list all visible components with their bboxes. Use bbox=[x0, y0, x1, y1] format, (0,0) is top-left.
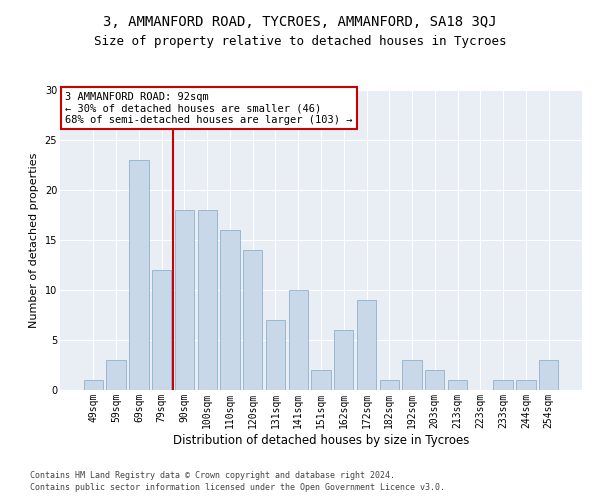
Text: Contains public sector information licensed under the Open Government Licence v3: Contains public sector information licen… bbox=[30, 484, 445, 492]
Bar bbox=[380, 380, 399, 390]
Bar bbox=[175, 210, 194, 390]
Bar bbox=[266, 320, 285, 390]
Text: Contains HM Land Registry data © Crown copyright and database right 2024.: Contains HM Land Registry data © Crown c… bbox=[30, 471, 395, 480]
X-axis label: Distribution of detached houses by size in Tycroes: Distribution of detached houses by size … bbox=[173, 434, 469, 446]
Bar bbox=[357, 300, 376, 390]
Text: Size of property relative to detached houses in Tycroes: Size of property relative to detached ho… bbox=[94, 35, 506, 48]
Bar bbox=[106, 360, 126, 390]
Bar bbox=[289, 290, 308, 390]
Bar bbox=[334, 330, 353, 390]
Bar bbox=[425, 370, 445, 390]
Text: 3, AMMANFORD ROAD, TYCROES, AMMANFORD, SA18 3QJ: 3, AMMANFORD ROAD, TYCROES, AMMANFORD, S… bbox=[103, 15, 497, 29]
Bar bbox=[311, 370, 331, 390]
Text: 3 AMMANFORD ROAD: 92sqm
← 30% of detached houses are smaller (46)
68% of semi-de: 3 AMMANFORD ROAD: 92sqm ← 30% of detache… bbox=[65, 92, 353, 124]
Bar bbox=[539, 360, 558, 390]
Y-axis label: Number of detached properties: Number of detached properties bbox=[29, 152, 39, 328]
Bar bbox=[197, 210, 217, 390]
Bar bbox=[84, 380, 103, 390]
Bar bbox=[129, 160, 149, 390]
Bar bbox=[516, 380, 536, 390]
Bar bbox=[493, 380, 513, 390]
Bar bbox=[220, 230, 239, 390]
Bar bbox=[403, 360, 422, 390]
Bar bbox=[152, 270, 172, 390]
Bar bbox=[243, 250, 262, 390]
Bar bbox=[448, 380, 467, 390]
